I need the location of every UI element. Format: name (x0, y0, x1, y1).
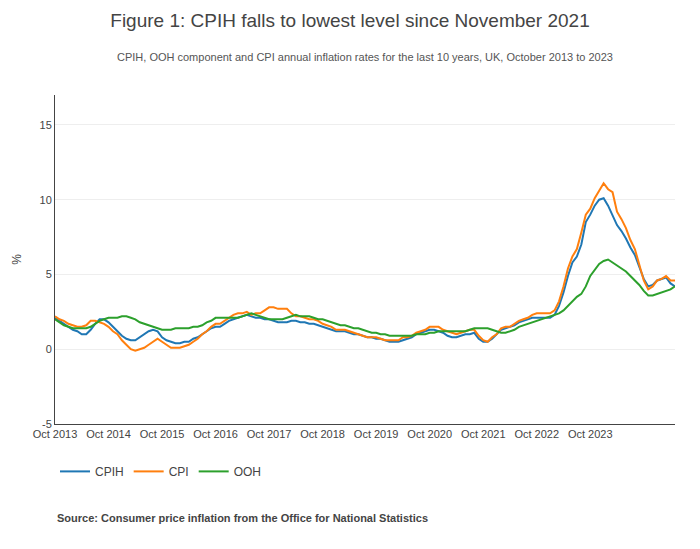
svg-text:Oct 2021: Oct 2021 (461, 428, 506, 440)
svg-text:Source: Consumer price inflati: Source: Consumer price inflation from th… (57, 512, 428, 524)
svg-text:CPI: CPI (169, 465, 189, 479)
svg-text:Oct 2019: Oct 2019 (354, 428, 399, 440)
svg-text:Oct 2015: Oct 2015 (140, 428, 185, 440)
svg-text:Oct 2017: Oct 2017 (247, 428, 292, 440)
svg-text:-5: -5 (42, 418, 52, 430)
svg-text:0: 0 (46, 343, 52, 355)
svg-text:CPIH: CPIH (95, 465, 124, 479)
svg-text:10: 10 (40, 194, 52, 206)
svg-text:Oct 2020: Oct 2020 (407, 428, 452, 440)
svg-text:Oct 2014: Oct 2014 (86, 428, 131, 440)
svg-text:Oct 2013: Oct 2013 (33, 428, 78, 440)
svg-text:CPIH, OOH component and CPI an: CPIH, OOH component and CPI annual infla… (117, 51, 613, 63)
svg-text:Oct 2022: Oct 2022 (514, 428, 559, 440)
svg-text:Oct 2023: Oct 2023 (568, 428, 613, 440)
svg-text:OOH: OOH (234, 465, 261, 479)
svg-text:Oct 2018: Oct 2018 (300, 428, 345, 440)
svg-text:Oct 2016: Oct 2016 (193, 428, 238, 440)
svg-text:Figure 1: CPIH falls to lowest: Figure 1: CPIH falls to lowest level sin… (110, 10, 589, 31)
svg-text:5: 5 (46, 268, 52, 280)
svg-text:%: % (10, 254, 24, 265)
svg-text:15: 15 (40, 119, 52, 131)
